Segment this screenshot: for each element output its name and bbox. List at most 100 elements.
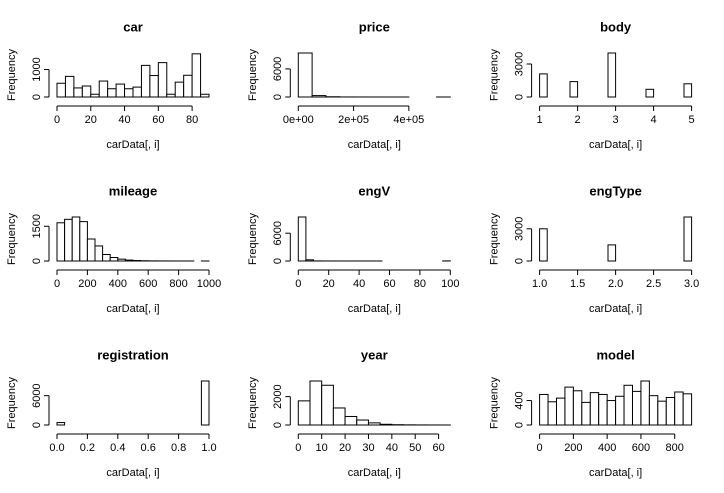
x-tick-label: 3 — [613, 114, 619, 126]
bar — [81, 85, 92, 98]
x-tick-label: 0 — [54, 114, 60, 126]
y-axis-label: Frequency — [247, 213, 259, 265]
y-axis-label: Frequency — [6, 213, 18, 265]
x-tick-label: 200 — [78, 278, 96, 290]
bar — [615, 395, 625, 426]
x-axis-label: carData[, i] — [589, 303, 642, 315]
x-tick-label: 100 — [441, 278, 459, 290]
x-tick-label: 0.8 — [171, 442, 186, 454]
chart-title: year — [361, 347, 388, 362]
bar — [648, 395, 659, 426]
y-tick-label: 1500 — [31, 214, 43, 238]
bar — [56, 222, 66, 262]
x-axis-label: carData[, i] — [348, 139, 401, 151]
bar — [140, 64, 151, 98]
x-tick-label: 20 — [85, 114, 97, 126]
bar — [297, 52, 313, 98]
bar — [166, 93, 176, 98]
bar — [297, 216, 307, 262]
x-tick-label: 400 — [598, 442, 616, 454]
x-tick-label: 20 — [339, 442, 351, 454]
bar — [683, 83, 693, 98]
bar — [90, 93, 100, 98]
y-tick-label: 0 — [272, 258, 284, 264]
x-tick-label: 1.5 — [570, 278, 585, 290]
bar — [606, 400, 617, 426]
y-tick-label: 0 — [514, 422, 526, 428]
bar — [564, 386, 574, 426]
x-tick-label: 50 — [409, 442, 421, 454]
y-tick-label: 0 — [514, 258, 526, 264]
bar — [109, 257, 119, 262]
y-axis-label: Frequency — [6, 377, 18, 429]
bar — [174, 81, 185, 98]
y-axis-label: Frequency — [489, 213, 501, 265]
y-tick-label: 0 — [31, 94, 43, 100]
chart-title: car — [123, 19, 143, 34]
x-tick-label: 2 — [575, 114, 581, 126]
y-tick-label: 2000 — [272, 384, 284, 408]
bar — [200, 93, 210, 98]
bar — [200, 380, 210, 426]
y-axis-label: Frequency — [6, 49, 18, 101]
x-tick-label: 2.0 — [608, 278, 623, 290]
x-tick-label: 80 — [186, 114, 198, 126]
x-tick-label: 4e+05 — [393, 114, 424, 126]
x-tick-label: 60 — [152, 114, 164, 126]
bar — [132, 86, 142, 98]
x-tick-label: 1.0 — [532, 278, 547, 290]
bar — [623, 384, 633, 426]
y-tick-label: 0 — [514, 94, 526, 100]
y-tick-label: 0 — [272, 422, 284, 428]
x-axis-label: carData[, i] — [589, 139, 642, 151]
bar — [183, 74, 193, 98]
bar — [56, 422, 66, 426]
bar — [157, 62, 168, 98]
x-tick-label: 0e+00 — [283, 114, 314, 126]
chart-title: engType — [589, 183, 642, 198]
y-tick-label: 3000 — [514, 52, 526, 76]
bar — [607, 244, 617, 262]
y-tick-label: 6000 — [272, 221, 284, 245]
bar — [683, 216, 693, 262]
bar — [539, 73, 548, 98]
y-tick-label: 3000 — [514, 217, 526, 241]
x-axis-label: carData[, i] — [106, 303, 159, 315]
bar — [124, 259, 134, 262]
y-axis-label: Frequency — [489, 377, 501, 429]
x-tick-label: 60 — [383, 278, 395, 290]
x-axis-label: carData[, i] — [589, 467, 642, 479]
y-tick-label: 400 — [514, 391, 526, 409]
bar — [640, 380, 650, 426]
bar — [379, 423, 393, 426]
x-tick-label: 1.0 — [201, 442, 216, 454]
x-tick-label: 400 — [109, 278, 127, 290]
y-tick-label: 6000 — [31, 383, 43, 407]
x-tick-label: 0.2 — [80, 442, 95, 454]
x-tick-label: 0.0 — [49, 442, 64, 454]
x-tick-label: 0 — [537, 442, 543, 454]
x-tick-label: 0 — [295, 278, 301, 290]
bar — [305, 259, 314, 262]
bar — [598, 393, 608, 426]
x-tick-label: 800 — [666, 442, 684, 454]
bar — [64, 218, 73, 262]
x-axis-label: carData[, i] — [348, 467, 401, 479]
x-tick-label: 40 — [386, 442, 398, 454]
bar — [102, 254, 111, 262]
y-axis-label: Frequency — [489, 49, 501, 101]
x-tick-label: 2e+05 — [338, 114, 369, 126]
x-tick-label: 0.6 — [141, 442, 156, 454]
bar — [124, 88, 134, 98]
bar — [79, 221, 88, 262]
bar — [657, 400, 667, 426]
bar — [117, 258, 126, 262]
y-tick-label: 6000 — [272, 57, 284, 81]
bar — [309, 380, 323, 426]
bar — [86, 238, 96, 262]
bar — [98, 80, 109, 98]
y-tick-label: 0 — [272, 94, 284, 100]
x-tick-label: 800 — [169, 278, 187, 290]
y-axis-label: Frequency — [247, 377, 259, 429]
